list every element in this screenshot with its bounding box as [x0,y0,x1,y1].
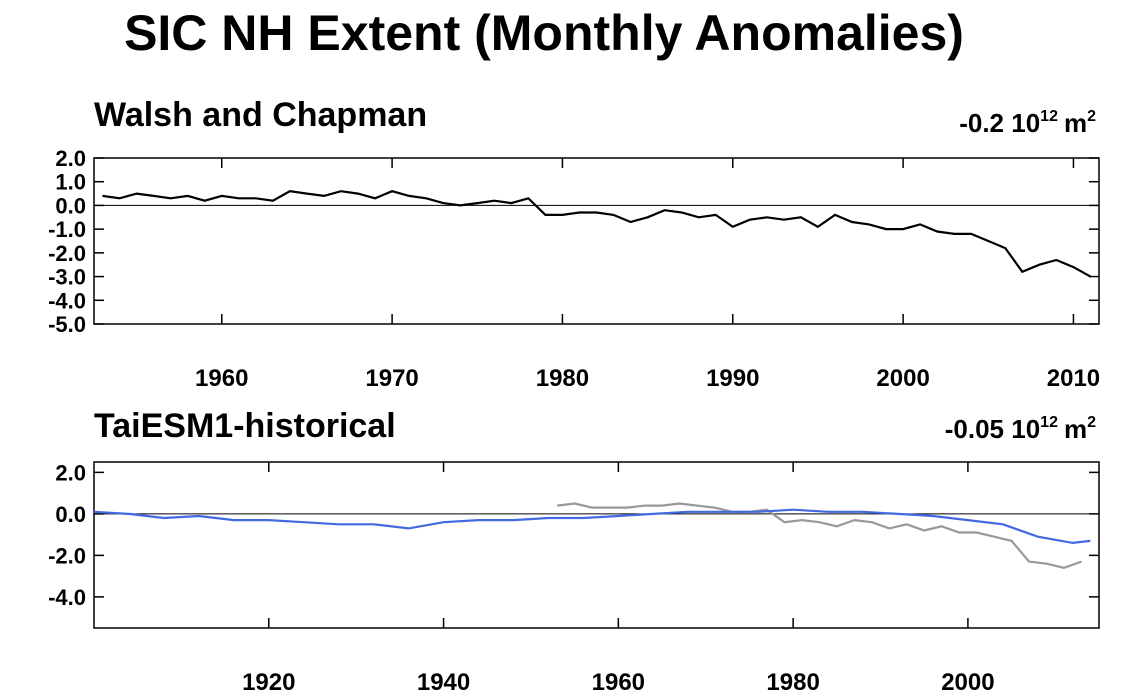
panel-title: TaiESM1-historical [94,407,396,445]
series-layer [93,502,1091,569]
trend-unit-base: 10 [1011,108,1040,138]
trend-unit-tail: m [1064,414,1087,444]
axis-ticks: 2.0 0.0 -2.0 -4.0 1920 1940 1960 1980 2000 [48,460,1099,696]
x-tick-label: 2000 [876,365,929,392]
plot-frame [93,461,1100,629]
x-tick-label: 1960 [195,365,248,392]
panel-walsh-chapman: Walsh and Chapman -0.2 1012 m2 2.01.00.0-… [48,96,1100,392]
x-tick-label: 1970 [365,365,418,392]
y-tick-label: 2.0 [55,146,86,171]
y-tick-label: -1.0 [48,217,86,242]
trend-unit-tail-exp: 2 [1087,108,1096,125]
trend-unit-exp: 12 [1040,108,1058,125]
x-tick-label: 2010 [1047,365,1100,392]
y-tick-label: -2.0 [48,241,86,266]
series-layer [102,190,1092,278]
trend-unit-exp: 12 [1040,414,1058,431]
x-tick-label: 2000 [941,669,994,696]
y-tick-label: 1.0 [55,170,86,195]
x-tick-label: 1980 [536,365,589,392]
y-tick-label: -5.0 [48,312,86,337]
y-tick-label: -4.0 [48,585,86,610]
main-title: SIC NH Extent (Monthly Anomalies) [124,5,964,61]
y-tick-label: 0.0 [55,193,86,218]
y-tick-label: 2.0 [55,460,86,485]
x-tick-label: 1920 [242,669,295,696]
axis-ticks: 2.01.00.0-1.0-2.0-3.0-4.0-5.0 1960 1970 198… [48,146,1100,392]
trend-unit-tail-exp: 2 [1087,414,1096,431]
trend-unit-base: 10 [1011,414,1040,444]
x-tick-label: 1960 [592,669,645,696]
trend-value: -0.2 [959,108,1004,138]
panel-title: Walsh and Chapman [94,96,427,134]
panel-taiesm1-historical: TaiESM1-historical -0.05 1012 m2 2.0 0.0 -2… [48,407,1100,696]
trend-label: -0.05 1012 m2 [945,414,1096,444]
y-tick-label: 0.0 [55,502,86,527]
series-line-0 [102,190,1092,278]
x-tick-label: 1980 [766,669,819,696]
series-line-1 [93,508,1091,545]
series-line-0 [557,502,1082,569]
x-tick-label: 1990 [706,365,759,392]
trend-unit-tail: m [1064,108,1087,138]
x-tick-label: 1940 [417,669,470,696]
y-tick-label: -2.0 [48,543,86,568]
trend-label: -0.2 1012 m2 [959,108,1096,138]
y-tick-label: -3.0 [48,265,86,290]
trend-value: -0.05 [945,414,1004,444]
y-tick-label: -4.0 [48,288,86,313]
plot-frame [93,157,1100,325]
